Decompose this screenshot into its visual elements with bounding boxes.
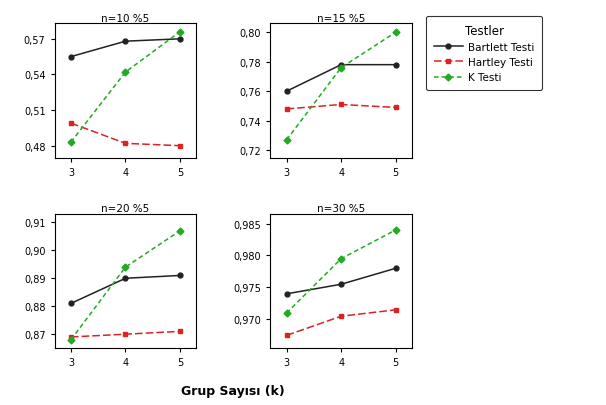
Text: Grup Sayısı (k): Grup Sayısı (k) xyxy=(181,384,285,397)
Title: n=15 %5: n=15 %5 xyxy=(317,13,365,23)
Title: n=30 %5: n=30 %5 xyxy=(317,204,365,214)
Title: n=10 %5: n=10 %5 xyxy=(101,13,150,23)
Title: n=20 %5: n=20 %5 xyxy=(101,204,150,214)
Legend: Bartlett Testi, Hartley Testi, K Testi: Bartlett Testi, Hartley Testi, K Testi xyxy=(427,17,542,90)
